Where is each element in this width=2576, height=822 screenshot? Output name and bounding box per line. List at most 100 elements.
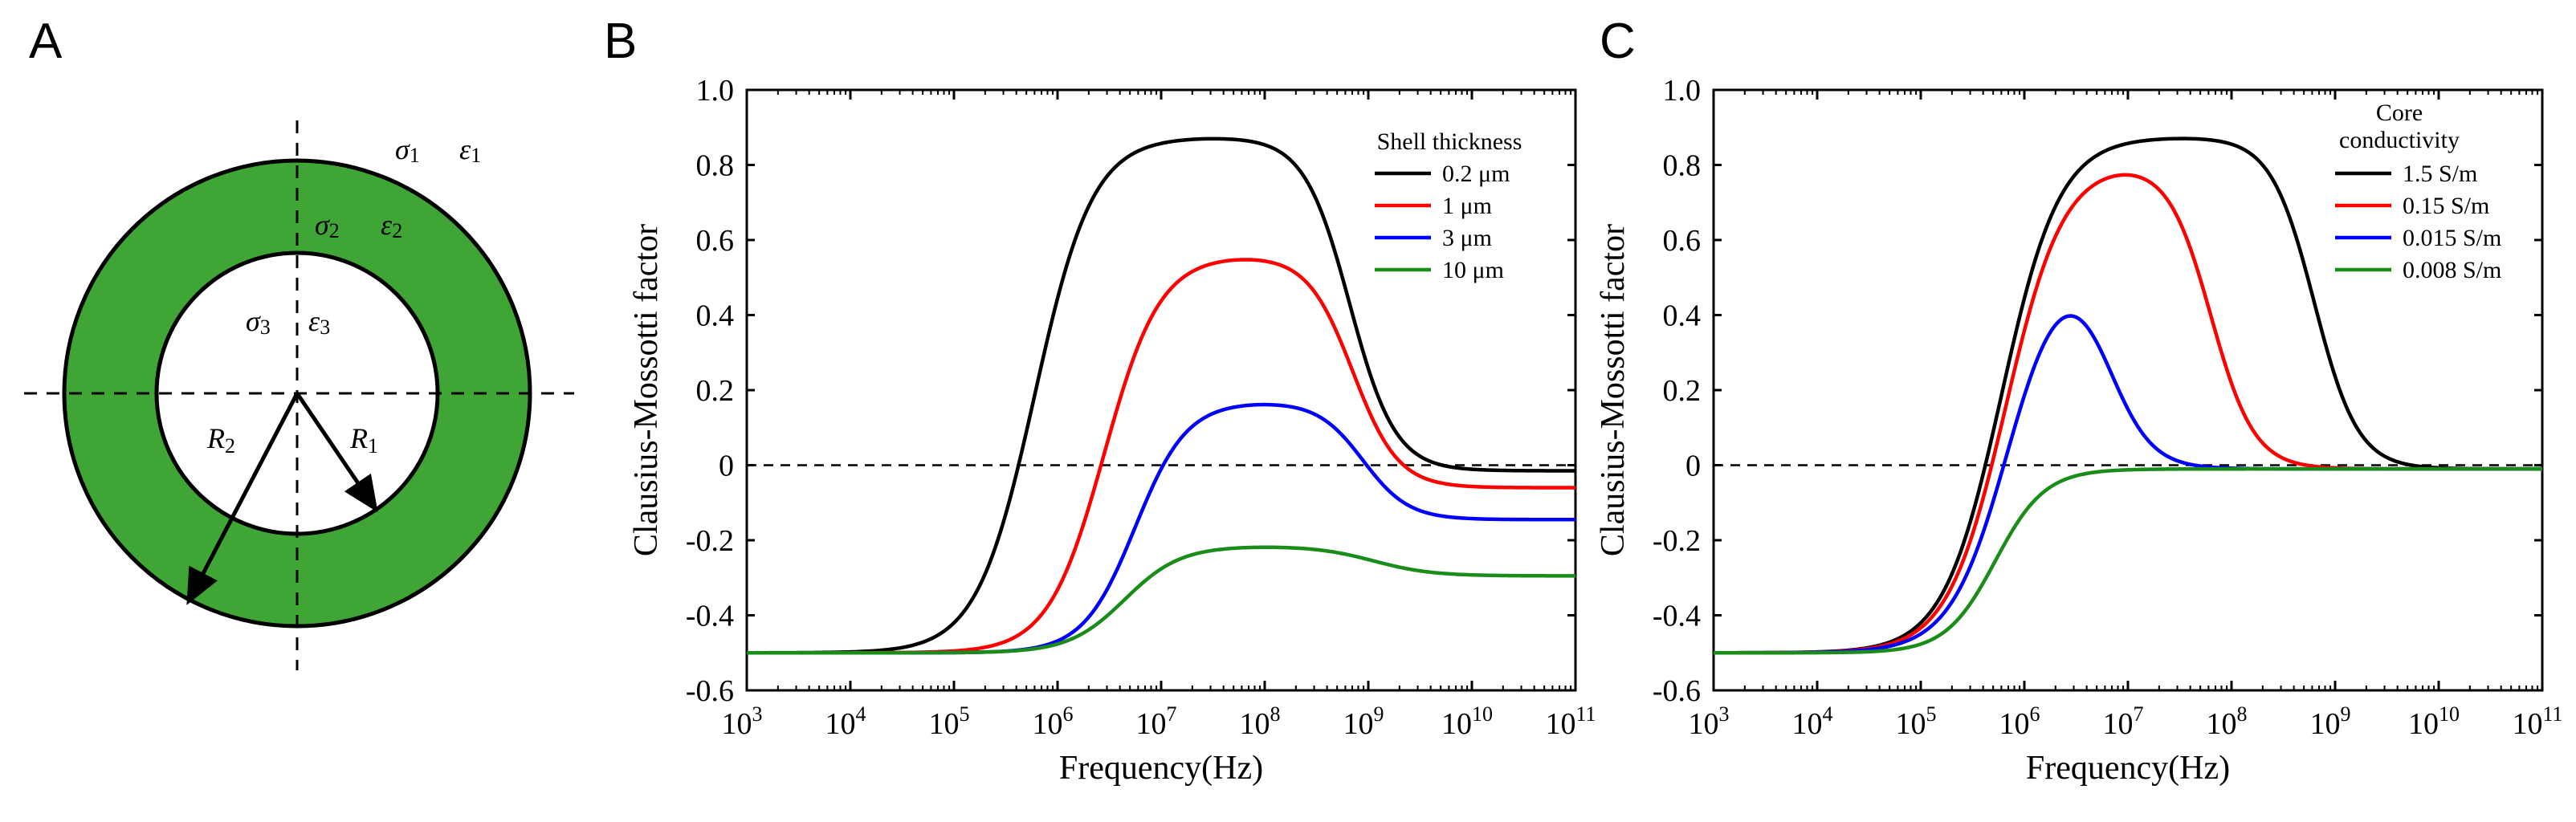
legend-label-2: 1 μm: [1442, 193, 1492, 219]
y-tick-label: 0.2: [696, 374, 735, 408]
sigma1-sub: 1: [410, 144, 420, 167]
x-tick-label: 1010: [1441, 702, 1493, 741]
sigma3-label: σ: [246, 305, 261, 337]
y-tick-label: 0.8: [696, 149, 735, 183]
x-tick-exponent: 10: [1472, 702, 1493, 726]
y-tick-label: -0.2: [1653, 524, 1701, 558]
x-tick-base: 10: [1545, 707, 1575, 741]
legend-label-3: 3 μm: [1442, 225, 1492, 251]
x-tick-exponent: 5: [960, 702, 970, 726]
x-tick-label: 105: [929, 702, 970, 741]
svg-text:σ3: σ3: [246, 305, 271, 339]
x-tick-label: 1011: [1545, 702, 1596, 741]
x-tick-exponent: 7: [1167, 702, 1177, 726]
x-tick-exponent: 11: [1575, 702, 1596, 726]
y-tick-label: 0.8: [1663, 149, 1702, 183]
x-tick-label: 108: [2207, 702, 2248, 741]
series-line-4: [1714, 466, 2542, 655]
y-tick-label: -0.6: [1653, 674, 1701, 708]
legend-label-2: 0.15 S/m: [2403, 193, 2489, 219]
y-axis-label: Clausius-Mossotti factor: [628, 224, 665, 556]
y-tick-label: 0: [1685, 450, 1701, 483]
r1-arrow: [295, 392, 378, 513]
x-tick-base: 10: [1689, 707, 1719, 741]
legend-label-4: 0.008 S/m: [2403, 257, 2501, 283]
svg-text:R1: R1: [349, 422, 378, 458]
x-tick-exponent: 11: [2542, 702, 2562, 726]
x-tick-exponent: 6: [2030, 702, 2040, 726]
y-tick-label: 0: [719, 450, 734, 483]
svg-text:ε3: ε3: [308, 305, 330, 339]
x-tick-base: 10: [929, 707, 960, 741]
x-tick-label: 108: [1240, 702, 1281, 741]
x-tick-exponent: 9: [1374, 702, 1384, 726]
svg-text:σ2: σ2: [315, 209, 340, 242]
x-tick-exponent: 10: [2439, 702, 2460, 726]
y-axis-label: Clausius-Mossotti factor: [1595, 224, 1632, 556]
x-tick-label: 103: [1689, 702, 1730, 741]
r2-arrow: [186, 392, 300, 605]
y-tick-label: 0.4: [1663, 299, 1702, 333]
svg-text:R2: R2: [206, 422, 235, 458]
panel-label-a: A: [29, 14, 63, 69]
series-line-3: [1714, 314, 2542, 655]
series-line-4: [747, 545, 1576, 655]
x-axis-label: Frequency(Hz): [2026, 750, 2230, 787]
x-tick-base: 10: [1033, 707, 1063, 741]
x-tick-base: 10: [1136, 707, 1167, 741]
legend-label-1: 1.5 S/m: [2403, 161, 2477, 187]
legend-label-3: 0.015 S/m: [2403, 225, 2501, 251]
x-tick-base: 10: [1343, 707, 1374, 741]
x-tick-label: 109: [2310, 702, 2351, 741]
x-tick-base: 10: [825, 707, 856, 741]
y-tick-label: 0.2: [1663, 374, 1702, 408]
series-line-2: [747, 258, 1575, 655]
x-tick-label: 104: [1792, 702, 1833, 741]
x-tick-base: 10: [722, 707, 752, 741]
x-tick-exponent: 9: [2341, 702, 2351, 726]
r1-sub: 1: [368, 434, 378, 458]
y-tick-label: 0.6: [696, 224, 735, 258]
shell-diagram: σ1 ε1 σ2 ε2 σ3 ε3 R1 R2: [24, 120, 574, 670]
series-line-1: [747, 136, 1575, 655]
eps3-sub: 3: [320, 315, 330, 339]
y-tick-label: 0.6: [1663, 224, 1702, 258]
r2-sub: 2: [225, 434, 235, 458]
x-tick-base: 10: [1792, 707, 1823, 741]
sigma3-sub: 3: [260, 315, 271, 339]
x-tick-exponent: 7: [2134, 702, 2144, 726]
panel-label-b: B: [604, 14, 637, 69]
x-tick-label: 105: [1896, 702, 1937, 741]
legend-title: Shell thickness: [1377, 128, 1522, 155]
x-tick-exponent: 3: [1719, 702, 1730, 726]
x-tick-exponent: 8: [2237, 702, 2248, 726]
eps3-label: ε: [308, 305, 320, 337]
x-tick-exponent: 6: [1063, 702, 1074, 726]
series-line-3: [747, 402, 1575, 655]
x-tick-base: 10: [2408, 707, 2439, 741]
x-tick-label: 1011: [2512, 702, 2562, 741]
x-tick-label: 107: [2103, 702, 2144, 741]
svg-text:σ1: σ1: [395, 133, 420, 167]
x-axis-label: Frequency(Hz): [1059, 750, 1263, 787]
x-tick-exponent: 4: [856, 702, 866, 726]
y-tick-label: -0.6: [686, 674, 734, 708]
x-tick-base: 10: [2207, 707, 2237, 741]
x-tick-label: 106: [1999, 702, 2040, 741]
legend-title-line: conductivity: [2339, 127, 2460, 153]
panel-label-c: C: [1600, 14, 1636, 69]
y-tick-label: 1.0: [1663, 74, 1702, 108]
y-tick-label: -0.4: [686, 600, 734, 633]
x-tick-label: 103: [722, 702, 763, 741]
x-tick-exponent: 8: [1270, 702, 1281, 726]
r2-label: R: [206, 422, 225, 454]
x-tick-exponent: 4: [1823, 702, 1833, 726]
sigma2-label: σ: [315, 209, 330, 241]
y-tick-label: -0.4: [1653, 600, 1701, 633]
legend-label-1: 0.2 μm: [1442, 161, 1510, 187]
legend-title-line: Core: [2376, 100, 2423, 126]
eps1-label: ε: [459, 133, 471, 165]
